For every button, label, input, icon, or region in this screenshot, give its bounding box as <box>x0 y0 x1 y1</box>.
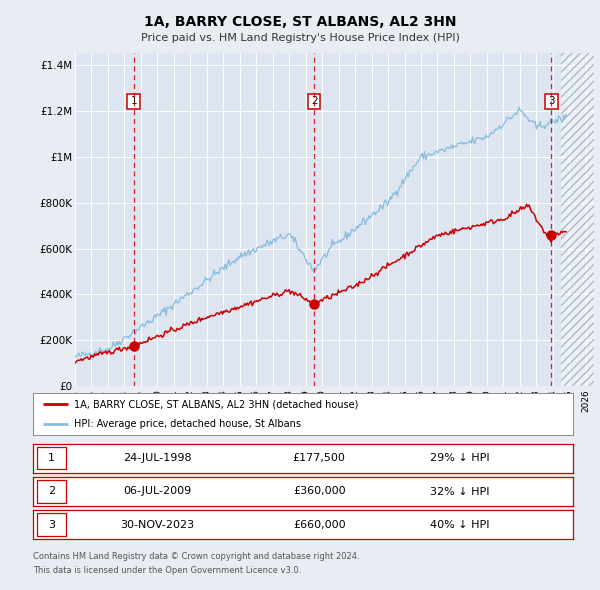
Text: 1: 1 <box>48 454 55 463</box>
Bar <box>37 447 67 470</box>
Text: Price paid vs. HM Land Registry's House Price Index (HPI): Price paid vs. HM Land Registry's House … <box>140 33 460 43</box>
Text: 1A, BARRY CLOSE, ST ALBANS, AL2 3HN (detached house): 1A, BARRY CLOSE, ST ALBANS, AL2 3HN (det… <box>74 399 358 409</box>
Text: £177,500: £177,500 <box>293 454 346 463</box>
Text: £360,000: £360,000 <box>293 487 346 496</box>
Bar <box>561 53 594 386</box>
Bar <box>37 513 67 536</box>
Text: 32% ↓ HPI: 32% ↓ HPI <box>430 487 490 496</box>
Text: £660,000: £660,000 <box>293 520 346 529</box>
Text: 30-NOV-2023: 30-NOV-2023 <box>120 520 194 529</box>
Text: 29% ↓ HPI: 29% ↓ HPI <box>430 454 490 463</box>
Text: 40% ↓ HPI: 40% ↓ HPI <box>430 520 490 529</box>
Text: This data is licensed under the Open Government Licence v3.0.: This data is licensed under the Open Gov… <box>33 566 301 575</box>
Text: 24-JUL-1998: 24-JUL-1998 <box>123 454 191 463</box>
Text: 06-JUL-2009: 06-JUL-2009 <box>123 487 191 496</box>
Text: 2: 2 <box>311 96 317 106</box>
Text: 3: 3 <box>548 96 555 106</box>
Text: HPI: Average price, detached house, St Albans: HPI: Average price, detached house, St A… <box>74 419 301 429</box>
Text: 1: 1 <box>130 96 137 106</box>
Text: 2: 2 <box>48 487 55 496</box>
Text: 3: 3 <box>48 520 55 529</box>
Text: 1A, BARRY CLOSE, ST ALBANS, AL2 3HN: 1A, BARRY CLOSE, ST ALBANS, AL2 3HN <box>144 15 456 29</box>
Bar <box>37 480 67 503</box>
Bar <box>561 53 594 386</box>
Text: Contains HM Land Registry data © Crown copyright and database right 2024.: Contains HM Land Registry data © Crown c… <box>33 552 359 561</box>
